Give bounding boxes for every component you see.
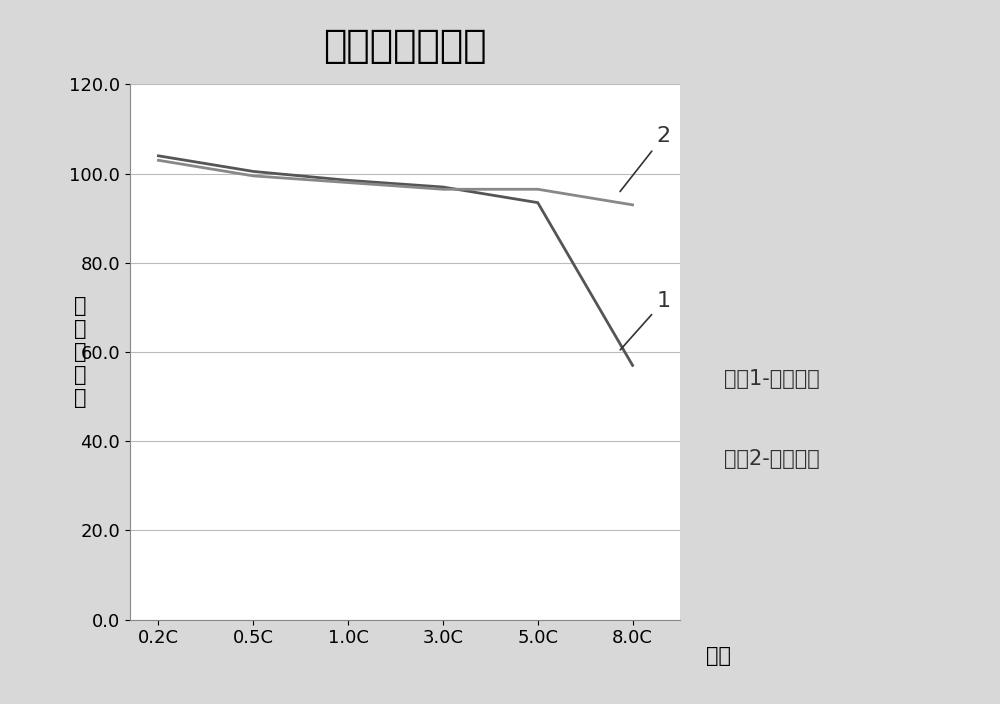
X-axis label: 倍率: 倍率 <box>706 646 731 666</box>
Text: 2: 2 <box>620 127 670 191</box>
Text: 曲线2-液相掺杂: 曲线2-液相掺杂 <box>724 449 820 469</box>
Text: 曲线1-普通掺杂: 曲线1-普通掺杂 <box>724 369 820 389</box>
Title: 倍率性能对比图: 倍率性能对比图 <box>323 27 487 65</box>
Y-axis label: 容
量
百
分
比: 容 量 百 分 比 <box>74 296 87 408</box>
Text: 1: 1 <box>620 291 670 350</box>
